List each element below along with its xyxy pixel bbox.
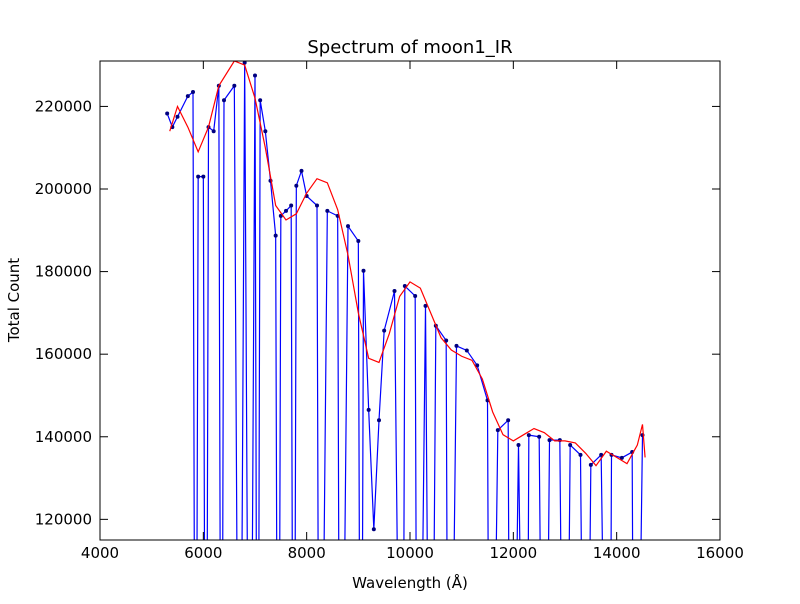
data-point — [175, 114, 180, 119]
data-point — [506, 418, 511, 423]
data-point — [495, 428, 500, 433]
x-tick-label: 8000 — [288, 544, 326, 562]
data-point — [568, 443, 573, 448]
data-point — [377, 418, 381, 423]
x-axis-label: Wavelength (Å) — [352, 573, 468, 592]
x-tick-label: 4000 — [81, 544, 119, 562]
data-point — [294, 183, 299, 188]
data-point — [253, 73, 257, 78]
data-point — [361, 268, 366, 273]
y-tick-label: 140000 — [35, 428, 92, 446]
data-point — [371, 527, 376, 532]
x-tick-label: 10000 — [386, 544, 434, 562]
y-tick-label: 220000 — [35, 97, 92, 115]
data-point — [578, 452, 583, 457]
data-point — [232, 83, 237, 88]
data-point — [444, 338, 449, 343]
chart-title: Spectrum of moon1_IR — [307, 37, 512, 58]
data-point — [516, 443, 521, 448]
data-point — [185, 94, 190, 99]
data-point — [413, 293, 418, 298]
data-point — [537, 434, 542, 439]
data-point — [526, 433, 531, 438]
y-tick-label: 160000 — [35, 345, 92, 363]
y-tick-label: 120000 — [35, 510, 92, 528]
data-point — [165, 111, 170, 116]
data-point — [273, 233, 278, 238]
data-point — [284, 208, 288, 213]
y-axis-label: Total Count — [5, 258, 23, 343]
data-point — [258, 98, 263, 103]
data-point — [196, 174, 201, 179]
data-point — [242, 61, 247, 65]
data-point — [289, 203, 294, 208]
data-point — [201, 174, 206, 179]
x-tick-label: 14000 — [593, 544, 641, 562]
data-point — [211, 129, 216, 134]
y-tick-label: 180000 — [35, 263, 92, 281]
data-point — [454, 343, 459, 348]
data-point — [356, 239, 361, 244]
plot-area — [165, 61, 646, 540]
data-point — [588, 462, 593, 467]
data-point — [325, 208, 330, 213]
series-line — [166, 62, 644, 540]
data-point — [475, 363, 480, 368]
data-point — [366, 407, 371, 412]
data-point — [547, 438, 552, 443]
data-point — [599, 452, 604, 457]
data-point — [346, 224, 350, 229]
series-line — [169, 61, 646, 467]
data-point — [315, 203, 319, 208]
data-point — [222, 98, 226, 103]
x-tick-label: 6000 — [184, 544, 222, 562]
data-point — [392, 289, 397, 294]
data-point — [191, 89, 195, 94]
y-tick-label: 200000 — [35, 180, 92, 198]
data-point — [619, 455, 624, 460]
data-point — [464, 348, 469, 353]
data-point — [299, 168, 304, 173]
x-tick-label: 16000 — [696, 544, 744, 562]
x-tick-label: 12000 — [489, 544, 537, 562]
data-point — [263, 129, 268, 134]
data-point — [382, 328, 387, 333]
data-point — [423, 303, 428, 308]
